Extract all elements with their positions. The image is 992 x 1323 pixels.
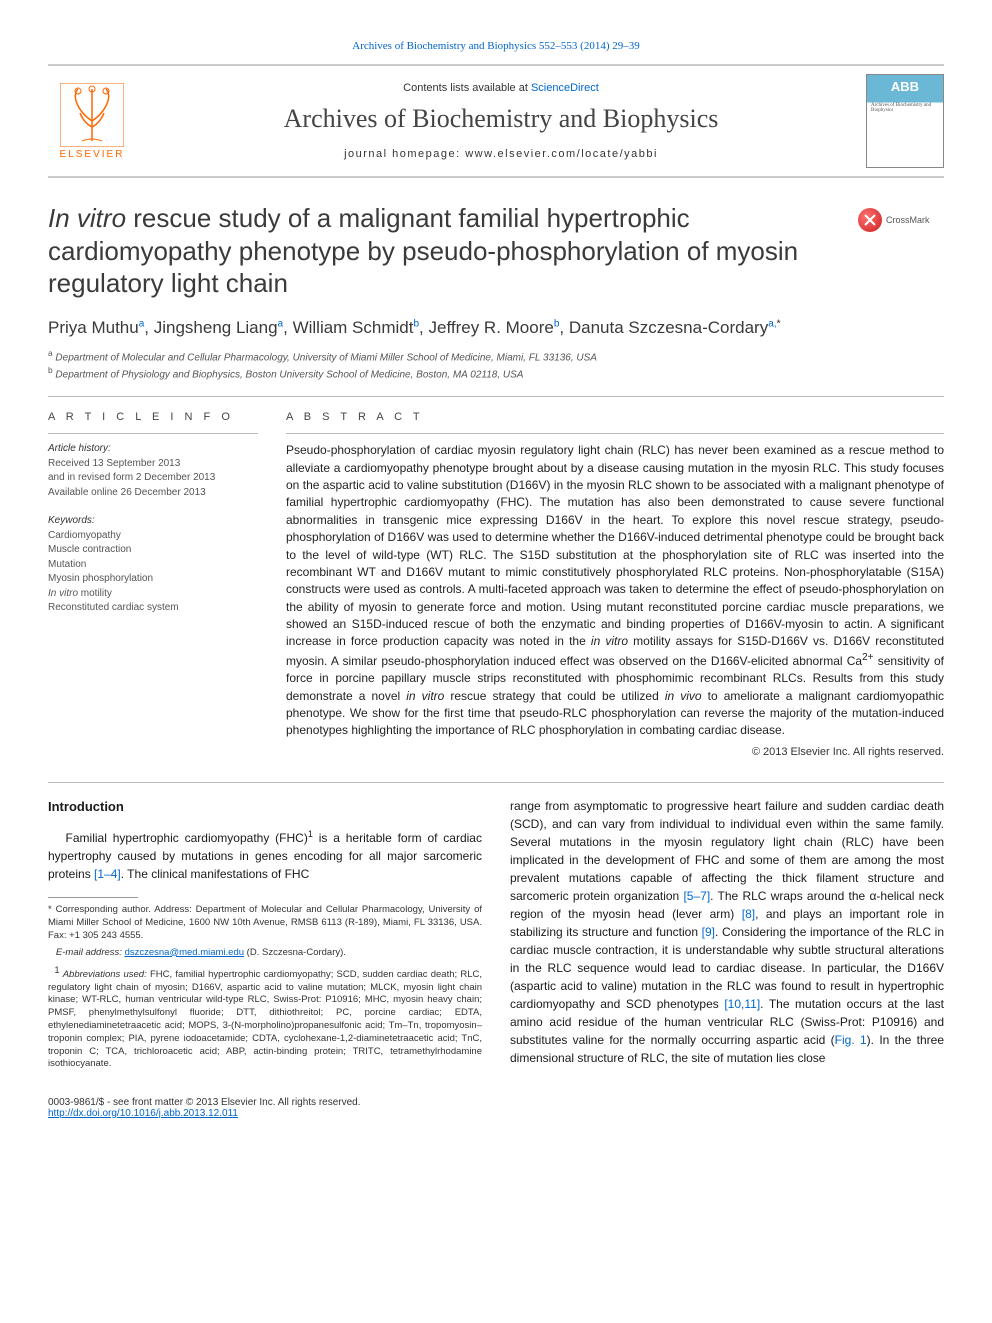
body-column-left: Introduction Familial hypertrophic cardi… (48, 797, 482, 1077)
elsevier-label: ELSEVIER (60, 149, 125, 160)
front-matter-line: 0003-9861/$ - see front matter © 2013 El… (48, 1097, 944, 1108)
crossmark-label: CrossMark (886, 215, 930, 225)
keyword: Myosin phosphorylation (48, 572, 258, 587)
article-info-sidebar: A R T I C L E I N F O Article history: R… (48, 411, 258, 758)
keyword: Reconstituted cardiac system (48, 601, 258, 616)
citation-link[interactable]: [1–4] (94, 867, 121, 881)
journal-name: Archives of Biochemistry and Biophysics (136, 104, 866, 134)
divider (48, 433, 258, 434)
copyright-line: © 2013 Elsevier Inc. All rights reserved… (286, 746, 944, 758)
crossmark-badge[interactable]: CrossMark (858, 206, 944, 234)
affil-marker: a (139, 318, 145, 329)
affil-marker: a (278, 318, 284, 329)
affil-marker: a, (768, 318, 776, 329)
abstract-heading: A B S T R A C T (286, 411, 944, 423)
issue-citation[interactable]: Archives of Biochemistry and Biophysics … (48, 40, 944, 52)
body-paragraph: Familial hypertrophic cardiomyopathy (FH… (48, 828, 482, 883)
elsevier-tree-icon (60, 83, 124, 147)
journal-homepage[interactable]: journal homepage: www.elsevier.com/locat… (136, 148, 866, 160)
contents-available: Contents lists available at ScienceDirec… (136, 82, 866, 94)
body-paragraph: range from asymptomatic to progressive h… (510, 797, 944, 1067)
citation-link[interactable]: [10,11] (724, 997, 760, 1011)
footer-block: 0003-9861/$ - see front matter © 2013 El… (48, 1097, 944, 1119)
keyword: Mutation (48, 558, 258, 573)
journal-cover-thumbnail[interactable]: ABB Archives of Biochemistry and Biophys… (866, 74, 944, 168)
footnotes-block: * Corresponding author. Address: Departm… (48, 904, 482, 1071)
history-received: Received 13 September 2013 (48, 457, 258, 472)
citation-link[interactable]: [9] (702, 925, 715, 939)
journal-header: ELSEVIER Contents lists available at Sci… (48, 64, 944, 178)
elsevier-logo[interactable]: ELSEVIER (48, 74, 136, 168)
author-email-link[interactable]: dszczesna@med.miami.edu (125, 947, 244, 958)
corr-marker: * (777, 318, 781, 329)
footnote-number: 1 (54, 965, 59, 975)
article-info-heading: A R T I C L E I N F O (48, 411, 258, 423)
keyword: Muscle contraction (48, 543, 258, 558)
sciencedirect-link[interactable]: ScienceDirect (531, 82, 599, 94)
section-heading-introduction: Introduction (48, 797, 482, 817)
citation-link[interactable]: [5–7] (683, 889, 710, 903)
author-list: Priya Muthua, Jingsheng Lianga, William … (48, 318, 944, 338)
body-column-right: range from asymptomatic to progressive h… (510, 797, 944, 1077)
keywords-label: Keywords: (48, 514, 258, 529)
corr-symbol: * (48, 904, 52, 915)
corresponding-author-note: Corresponding author. Address: Departmen… (48, 904, 482, 941)
footnote-divider (48, 897, 138, 898)
abbreviations-text: FHC, familial hypertrophic cardiomyopath… (48, 969, 482, 1070)
affiliations: a Department of Molecular and Cellular P… (48, 348, 944, 383)
email-label: E-mail address: (56, 947, 125, 958)
cover-subtitle: Archives of Biochemistry and Biophysics (871, 103, 939, 113)
abstract-text: Pseudo-phosphorylation of cardiac myosin… (286, 442, 944, 740)
keyword: Cardiomyopathy (48, 529, 258, 544)
history-online: Available online 26 December 2013 (48, 486, 258, 501)
crossmark-icon (858, 208, 882, 232)
history-revised: and in revised form 2 December 2013 (48, 471, 258, 486)
affil-marker: b (413, 318, 419, 329)
cover-abbrev: ABB (867, 79, 943, 94)
affil-marker: b (554, 318, 560, 329)
citation-link[interactable]: [8] (742, 907, 755, 921)
divider (48, 782, 944, 783)
keyword: In vitro motility (48, 587, 258, 602)
article-title: In vitro rescue study of a malignant fam… (48, 202, 944, 300)
history-label: Article history: (48, 442, 258, 457)
doi-link[interactable]: http://dx.doi.org/10.1016/j.abb.2013.12.… (48, 1108, 238, 1119)
divider (48, 396, 944, 397)
abstract-block: A B S T R A C T Pseudo-phosphorylation o… (286, 411, 944, 758)
abbreviations-label: Abbreviations used: (63, 969, 147, 980)
divider (286, 433, 944, 434)
figure-link[interactable]: Fig. 1 (835, 1033, 867, 1047)
